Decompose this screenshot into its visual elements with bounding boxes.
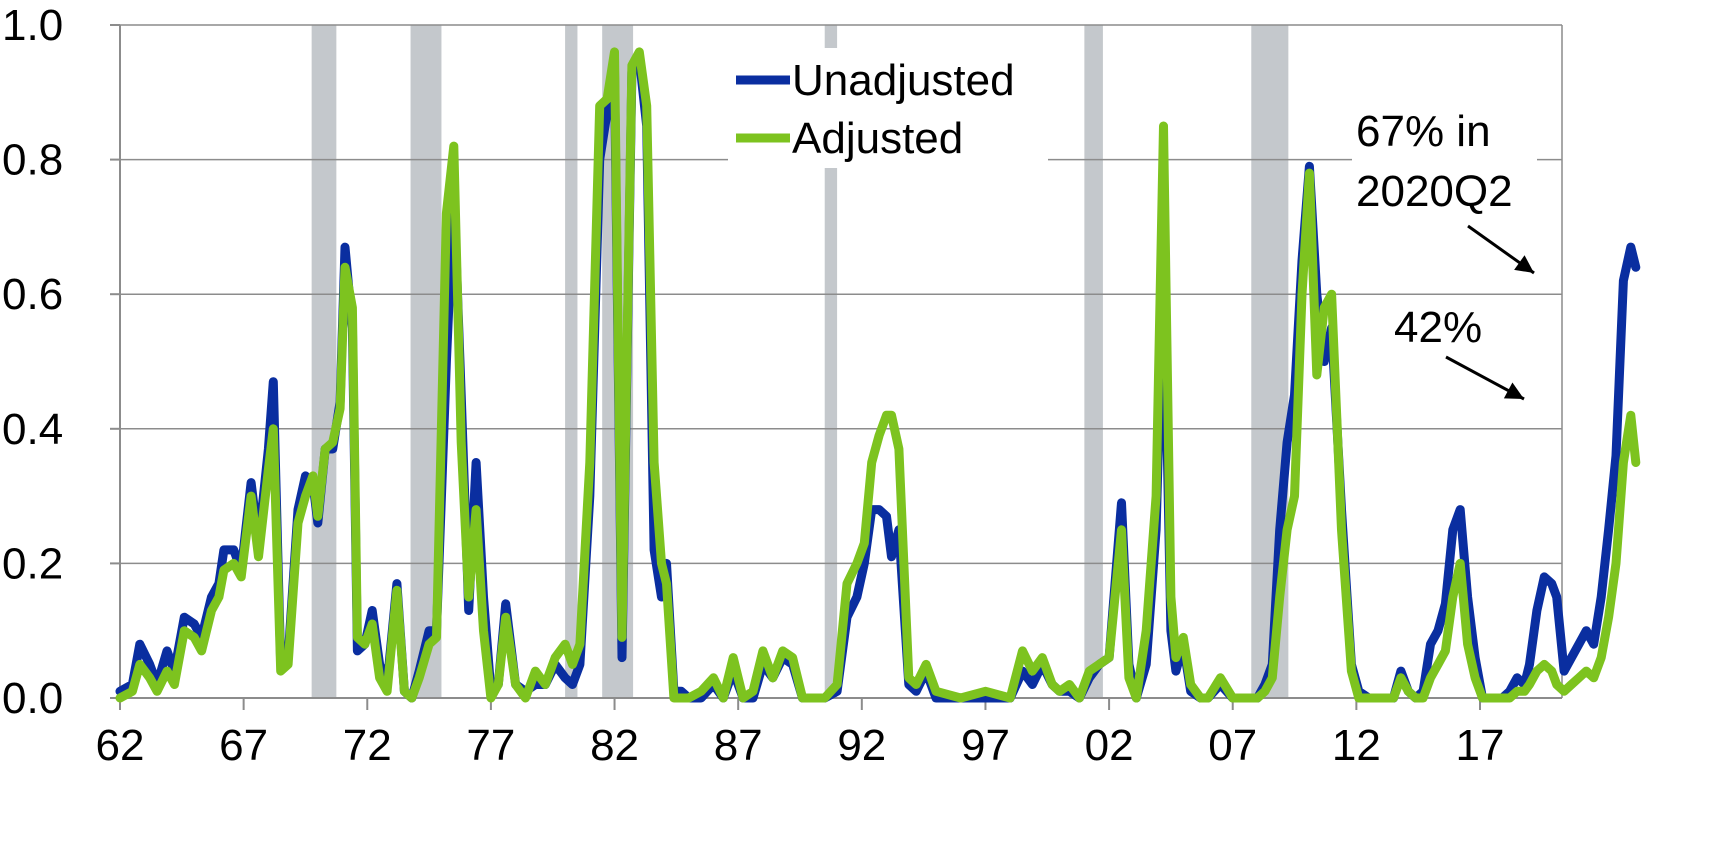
annotations: 67% in 2020Q2 42% — [1352, 100, 1537, 401]
recession-band — [311, 25, 337, 698]
annotation-text: 2020Q2 — [1356, 167, 1513, 216]
series-line-adjusted — [115, 47, 1641, 703]
axes: 0.0 0.2 0.4 0.6 0.8 1.0 62 67 72 77 82 87 92 97 02 07 12… — [2, 1, 1563, 770]
recession-band — [824, 25, 838, 698]
y-tick-label: 0.2 — [2, 539, 63, 588]
annotation-text: 42% — [1394, 303, 1482, 352]
series-lines — [115, 47, 1641, 703]
x-tick-label: 02 — [1085, 721, 1134, 770]
x-tick-label: 92 — [837, 721, 886, 770]
x-tick-label: 77 — [466, 721, 515, 770]
legend-label: Unadjusted — [792, 56, 1015, 105]
annotation-arrow-head — [1503, 382, 1524, 399]
x-tick-label: 82 — [590, 721, 639, 770]
y-tick-label: 1.0 — [2, 1, 63, 50]
x-tick-label: 97 — [961, 721, 1010, 770]
recession-band — [565, 25, 578, 698]
y-tick-label: 0.4 — [2, 405, 63, 454]
x-tick-label: 17 — [1456, 721, 1505, 770]
x-tick-label: 67 — [219, 721, 268, 770]
x-tick-label: 12 — [1332, 721, 1381, 770]
x-tick-label: 87 — [714, 721, 763, 770]
y-tick-label: 0.6 — [2, 270, 63, 319]
annotation-arrow-head — [1514, 255, 1534, 273]
x-tick-label: 72 — [343, 721, 392, 770]
x-tick-label: 62 — [96, 721, 145, 770]
y-tick-label: 0.0 — [2, 674, 63, 723]
x-tick-label: 07 — [1208, 721, 1257, 770]
annotation-bg — [1352, 100, 1537, 218]
legend-box — [728, 48, 1048, 168]
legend-label: Adjusted — [792, 114, 963, 163]
legend: Unadjusted Adjusted — [728, 48, 1048, 168]
recession-band — [1084, 25, 1103, 698]
annotation-text: 67% in — [1356, 107, 1491, 156]
y-tick-label: 0.8 — [2, 136, 63, 185]
